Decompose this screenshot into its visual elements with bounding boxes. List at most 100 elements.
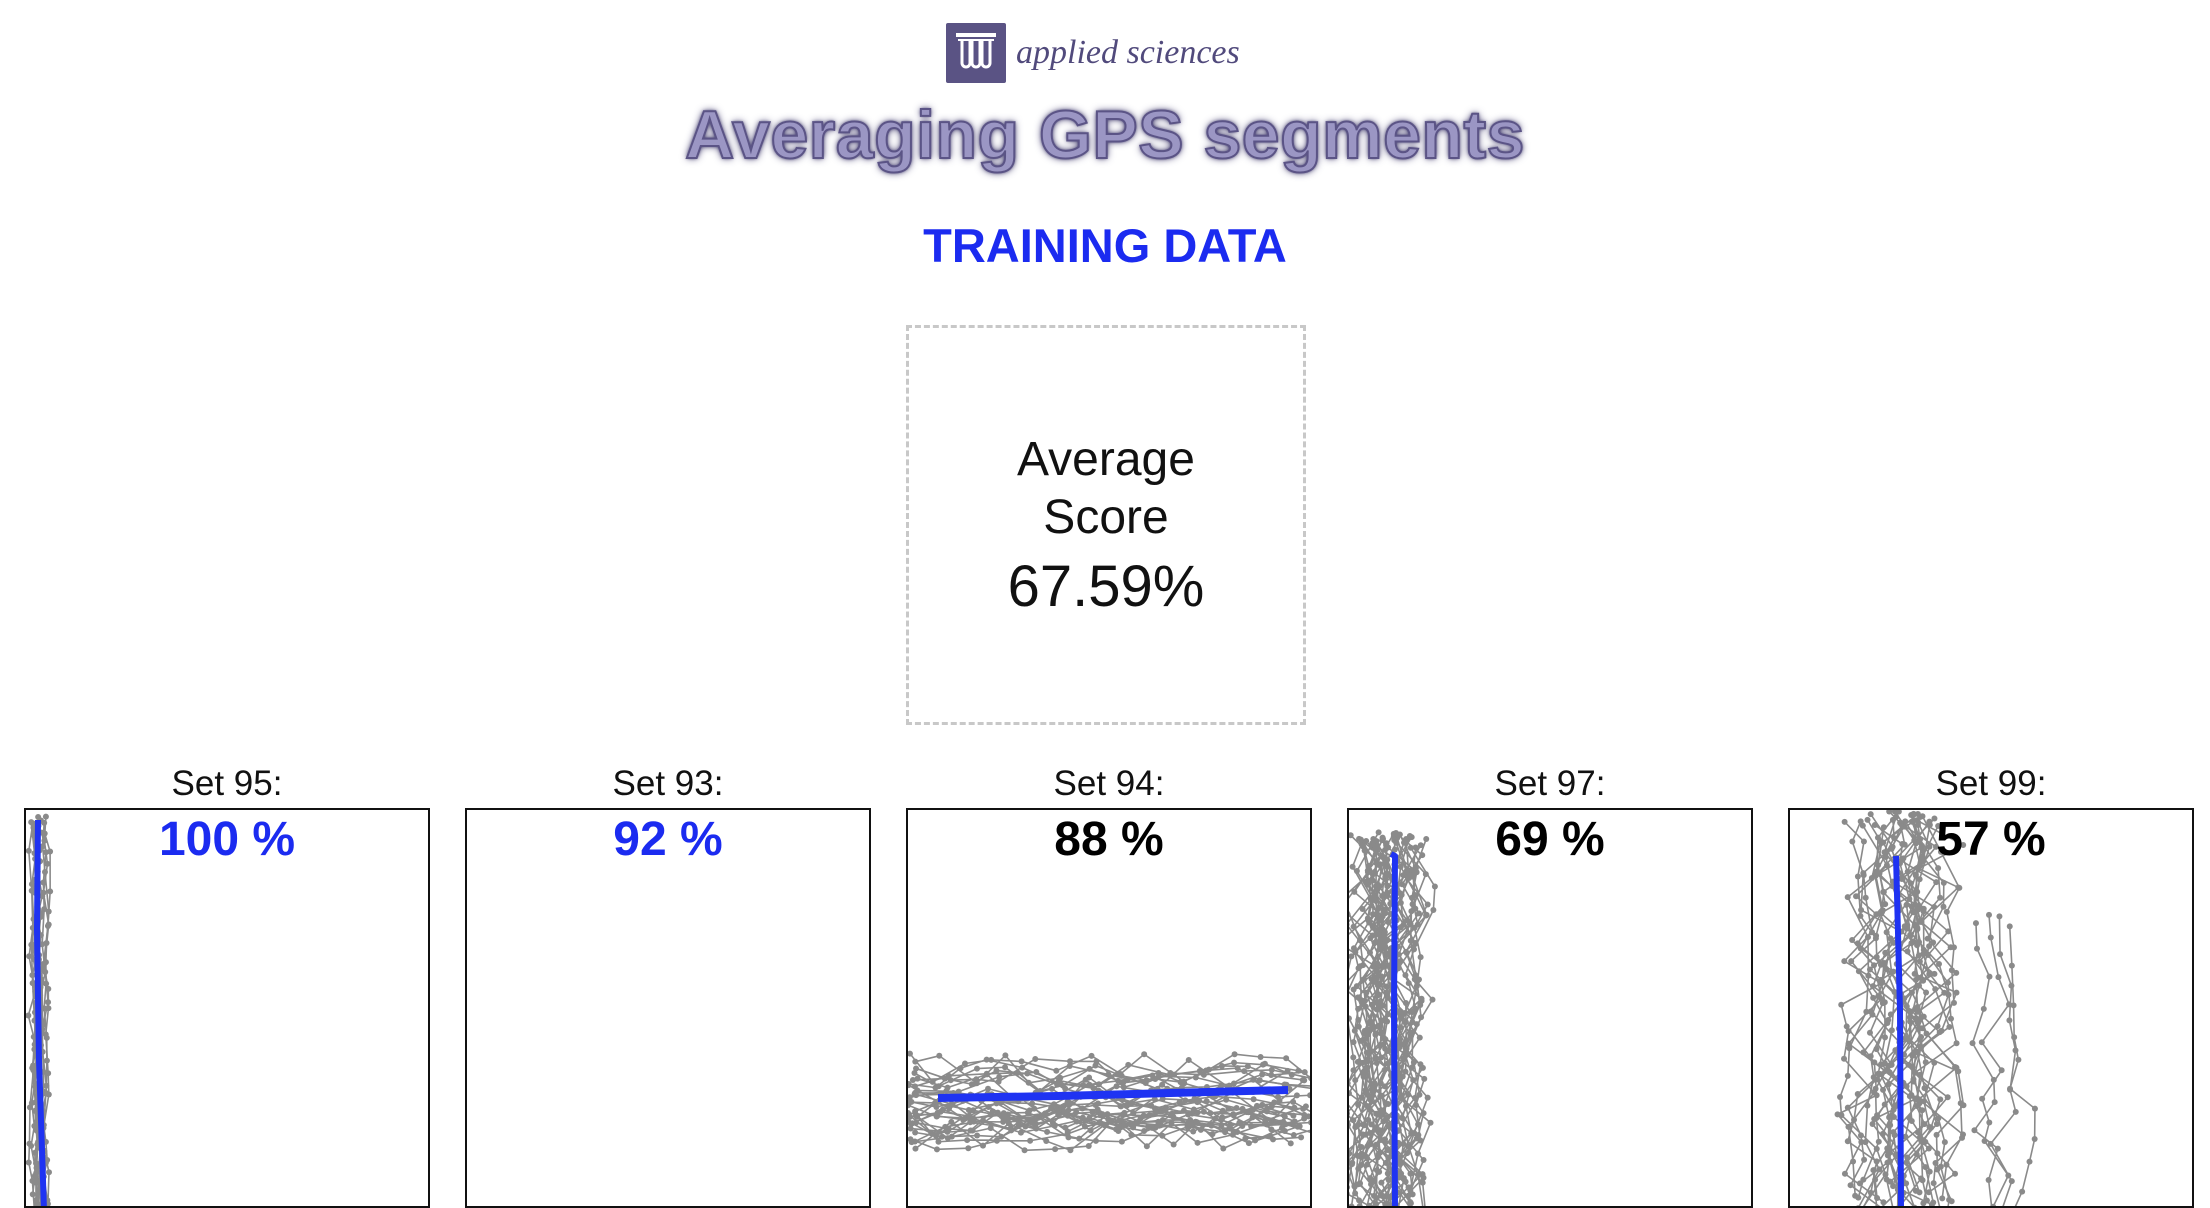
gps-point — [1952, 1171, 1958, 1177]
gps-point — [908, 1121, 914, 1127]
gps-point — [1016, 1122, 1022, 1128]
gps-point — [1382, 929, 1388, 935]
gps-point — [1960, 1102, 1966, 1108]
gps-point — [1275, 1094, 1281, 1100]
gps-point — [1000, 1115, 1006, 1121]
gps-point — [1171, 1072, 1177, 1078]
gps-point — [1882, 1060, 1888, 1066]
gps-point — [1170, 1114, 1176, 1120]
gps-point — [1419, 998, 1425, 1004]
gps-point — [1974, 946, 1980, 952]
gps-point — [1057, 1075, 1063, 1081]
average-score-box: Average Score 67.59% — [906, 325, 1306, 725]
gps-point — [1913, 1096, 1919, 1102]
test-tubes-icon — [946, 23, 1006, 83]
gps-point — [1915, 1004, 1921, 1010]
gps-point — [962, 1061, 968, 1067]
gps-point — [1399, 881, 1405, 887]
gps-point — [1986, 1177, 1992, 1183]
gps-point — [1421, 1175, 1427, 1181]
gps-plot[interactable] — [465, 808, 871, 1208]
gps-point — [964, 1137, 970, 1143]
gps-point — [971, 1119, 977, 1125]
gps-point — [2032, 1136, 2038, 1142]
gps-point — [948, 1119, 954, 1125]
gps-point — [1219, 1063, 1225, 1069]
gps-point — [1186, 1057, 1192, 1063]
gps-point — [1409, 1019, 1415, 1025]
gps-point — [1376, 915, 1382, 921]
gps-point — [965, 1145, 971, 1151]
gps-point — [1931, 1060, 1937, 1066]
gps-point — [1873, 911, 1879, 917]
gps-point — [1060, 1082, 1066, 1088]
gps-point — [1853, 893, 1859, 899]
gps-point — [1402, 972, 1408, 978]
gps-plot[interactable] — [906, 808, 1312, 1208]
gps-point — [1360, 906, 1366, 912]
gps-point — [47, 888, 53, 894]
gps-point — [1921, 1098, 1927, 1104]
gps-point — [1290, 1099, 1296, 1105]
gps-point — [1159, 1133, 1165, 1139]
gps-point — [1921, 908, 1927, 914]
gps-point — [1230, 1132, 1236, 1138]
gps-point — [1264, 1108, 1270, 1114]
gps-point — [1152, 1105, 1158, 1111]
gps-point — [1841, 1056, 1847, 1062]
gps-plot[interactable] — [1788, 808, 2194, 1208]
gps-point — [1350, 1054, 1356, 1060]
gps-point — [1855, 940, 1861, 946]
gps-point — [1067, 1147, 1073, 1153]
gps-point — [1421, 1157, 1427, 1163]
gps-plot[interactable] — [24, 808, 430, 1208]
gps-point — [1883, 966, 1889, 972]
gps-point — [45, 923, 51, 929]
gps-point — [994, 1137, 1000, 1143]
gps-point — [1349, 1122, 1351, 1128]
gps-point — [1430, 907, 1436, 913]
gps-point — [1407, 1009, 1413, 1015]
gps-point — [1083, 1077, 1089, 1083]
gps-point — [1890, 1183, 1896, 1189]
gps-traces — [1790, 810, 2194, 1208]
gps-point — [1311, 1078, 1312, 1084]
gps-point — [1402, 1010, 1408, 1016]
gps-point — [1257, 1077, 1263, 1083]
gps-point — [1873, 933, 1879, 939]
gps-point — [1838, 1002, 1844, 1008]
gps-point — [1002, 1052, 1008, 1058]
gps-point — [2009, 963, 2015, 969]
gps-point — [1885, 1017, 1891, 1023]
gps-point — [1212, 1116, 1218, 1122]
gps-point — [1944, 909, 1950, 915]
gps-point — [1350, 1117, 1356, 1123]
gps-point — [1295, 1124, 1301, 1130]
gps-point — [1953, 990, 1959, 996]
gps-traces — [467, 810, 871, 1208]
gps-point — [1845, 1138, 1851, 1144]
gps-point — [1848, 1182, 1854, 1188]
gps-point — [1352, 1190, 1358, 1196]
gps-plot[interactable] — [1347, 808, 1753, 1208]
gps-trace — [1982, 915, 2009, 1207]
gps-point — [1032, 1056, 1038, 1062]
gps-point — [1846, 1041, 1852, 1047]
gps-point — [1970, 1040, 1976, 1046]
gps-point — [1305, 1113, 1311, 1119]
gps-point — [1160, 1117, 1166, 1123]
gps-point — [1168, 1120, 1174, 1126]
gps-point — [1923, 1164, 1929, 1170]
set-label: Set 94: — [906, 764, 1312, 804]
gps-point — [1848, 958, 1854, 964]
gps-point — [1298, 1134, 1304, 1140]
gps-traces — [26, 810, 430, 1208]
gps-point — [1938, 1028, 1944, 1034]
gps-point — [1874, 1158, 1880, 1164]
gps-point — [1421, 1076, 1427, 1082]
gps-point — [1196, 1098, 1202, 1104]
gps-point — [912, 1059, 918, 1065]
gps-point — [1882, 901, 1888, 907]
journal-brand[interactable]: applied sciences — [946, 22, 1240, 84]
gps-point — [2027, 1159, 2033, 1165]
